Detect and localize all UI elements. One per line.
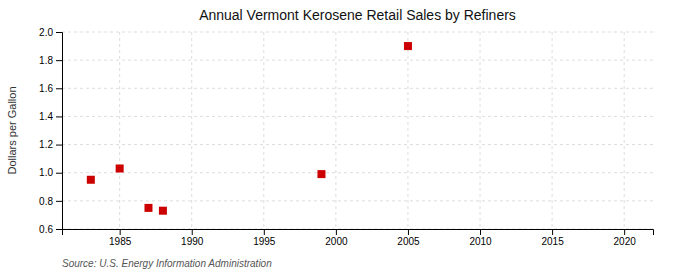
tick: 1990 xyxy=(181,229,204,247)
tick-mark xyxy=(552,229,553,235)
axis-line xyxy=(56,33,63,230)
tick: 2005 xyxy=(397,229,420,247)
tick-label: 1.2 xyxy=(39,139,53,150)
point xyxy=(116,164,124,172)
point xyxy=(404,42,412,50)
tick-mark xyxy=(120,229,121,235)
tick: 1985 xyxy=(109,229,132,247)
chart-container: 1985 1990 1995 2000 2005 2010 2015 2020 0.6 0.8 1.… xyxy=(0,0,675,275)
grid-line xyxy=(62,32,653,33)
point xyxy=(159,207,167,215)
chart: 1985 1990 1995 2000 2005 2010 2015 2020 0.6 0.8 1.… xyxy=(0,0,675,275)
tick: 2010 xyxy=(469,229,492,247)
y-axis-title: Dollars per Gallon xyxy=(6,86,18,174)
tick-label: 0.6 xyxy=(39,224,53,235)
tick-mark xyxy=(264,229,265,235)
grid-line xyxy=(624,32,625,229)
tick-mark xyxy=(336,229,337,235)
point xyxy=(87,176,95,184)
tick-mark xyxy=(56,173,62,174)
tick-label: 1985 xyxy=(109,236,132,247)
grid-line xyxy=(552,32,553,229)
grid-line xyxy=(62,200,653,201)
plot-area: 1985 1990 1995 2000 2005 2010 2015 2020 0.6 0.8 1.… xyxy=(39,27,653,247)
tick-label: 2010 xyxy=(469,236,492,247)
tick: 0.6 xyxy=(39,224,62,235)
tick: 1.2 xyxy=(39,139,62,150)
tick-mark xyxy=(56,32,62,33)
tick-label: 1.4 xyxy=(39,111,53,122)
tick: 0.8 xyxy=(39,196,62,207)
grid-line xyxy=(407,32,408,229)
tick: 2.0 xyxy=(39,27,62,38)
tick: 1.0 xyxy=(39,167,62,178)
y-axis: 0.6 0.8 1.0 1.2 1.4 1.6 1.8 2.0 xyxy=(39,27,62,235)
tick: 1.8 xyxy=(39,55,62,66)
title: Annual Vermont Kerosene Retail Sales by … xyxy=(199,7,516,23)
tick: 1.6 xyxy=(39,83,62,94)
grid-line xyxy=(335,32,336,229)
tick-label: 2000 xyxy=(325,236,348,247)
point xyxy=(144,204,152,212)
tick-mark xyxy=(408,229,409,235)
grid-line xyxy=(62,144,653,145)
tick-label: 2.0 xyxy=(39,27,53,38)
grid-line xyxy=(62,88,653,89)
tick-label: 2015 xyxy=(541,236,564,247)
grid xyxy=(62,32,653,229)
grid-line xyxy=(62,60,653,61)
tick-mark xyxy=(624,229,625,235)
x-axis: 1985 1990 1995 2000 2005 2010 2015 2020 xyxy=(63,229,654,247)
grid-line xyxy=(62,116,653,117)
tick-mark xyxy=(480,229,481,235)
grid-line xyxy=(119,32,120,229)
tick-label: 1.0 xyxy=(39,167,53,178)
grid-line xyxy=(62,172,653,173)
tick-mark xyxy=(56,116,62,117)
tick: 2015 xyxy=(541,229,564,247)
axis-line xyxy=(63,230,654,236)
grid-line xyxy=(191,32,192,229)
tick-mark xyxy=(56,88,62,89)
tick-mark xyxy=(56,229,62,230)
tick: 1.4 xyxy=(39,111,62,122)
annotation: Source: U.S. Energy Information Administ… xyxy=(62,258,272,269)
tick-mark xyxy=(56,201,62,202)
tick-label: 1995 xyxy=(253,236,276,247)
tick-mark xyxy=(192,229,193,235)
tick-label: 2020 xyxy=(614,236,637,247)
tick-label: 2005 xyxy=(397,236,420,247)
tick: 2000 xyxy=(325,229,348,247)
point xyxy=(317,170,325,178)
points xyxy=(87,42,412,215)
tick-label: 0.8 xyxy=(39,196,53,207)
tick: 1995 xyxy=(253,229,276,247)
tick-label: 1.6 xyxy=(39,83,53,94)
grid-line xyxy=(263,32,264,229)
grid-line xyxy=(480,32,481,229)
tick-mark xyxy=(56,145,62,146)
tick: 2020 xyxy=(614,229,637,247)
tick-label: 1.8 xyxy=(39,55,53,66)
tick-label: 1990 xyxy=(181,236,204,247)
tick-mark xyxy=(56,60,62,61)
